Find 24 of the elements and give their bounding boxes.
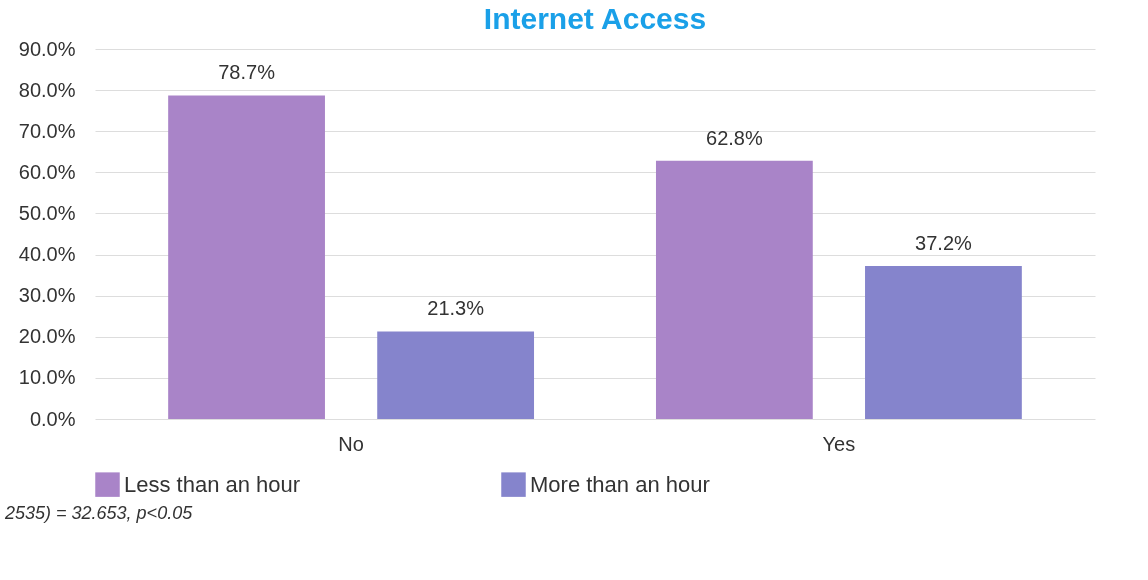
bar	[168, 95, 325, 419]
y-tick-label: 40.0%	[18, 243, 76, 266]
x-tick-label: Yes	[822, 432, 856, 455]
x-tick-label: No	[338, 432, 364, 455]
bar	[865, 266, 1022, 419]
y-tick-label: 0.0%	[29, 407, 76, 430]
text: 78.7%	[218, 61, 275, 84]
y-tick-label: 80.0%	[18, 78, 76, 101]
text: 62.8%	[706, 126, 763, 149]
bar	[655, 160, 813, 419]
bar	[377, 331, 535, 419]
legend-label: Less than an hour	[124, 471, 301, 497]
chart-title: Internet Access	[483, 2, 707, 35]
y-tick-label: 70.0%	[18, 119, 76, 142]
text: 21.3%	[427, 297, 484, 320]
y-tick-label: 10.0%	[18, 366, 76, 389]
y-tick-label: 30.0%	[18, 284, 76, 307]
y-tick-label: 90.0%	[18, 37, 76, 60]
y-tick-label: 20.0%	[18, 325, 76, 348]
text: 2535) = 32.653, p<0.05	[4, 503, 194, 523]
text: 37.2%	[915, 232, 972, 255]
y-tick-label: 60.0%	[18, 160, 76, 183]
legend-label: More than an hour	[530, 471, 710, 497]
y-tick-label: 50.0%	[18, 201, 76, 224]
